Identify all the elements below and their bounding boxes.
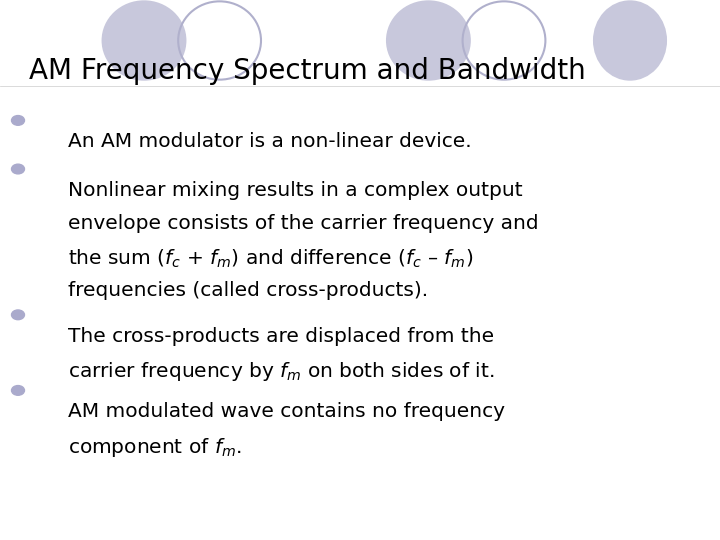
- Circle shape: [12, 116, 24, 125]
- Text: AM modulated wave contains no frequency: AM modulated wave contains no frequency: [68, 402, 505, 421]
- Text: the sum ($f_c$ + $f_m$) and difference ($f_c$ – $f_m$): the sum ($f_c$ + $f_m$) and difference (…: [68, 248, 474, 270]
- Ellipse shape: [387, 2, 469, 79]
- Text: Nonlinear mixing results in a complex output: Nonlinear mixing results in a complex ou…: [68, 181, 523, 200]
- Text: AM Frequency Spectrum and Bandwidth: AM Frequency Spectrum and Bandwidth: [29, 57, 585, 85]
- Text: The cross-products are displaced from the: The cross-products are displaced from th…: [68, 327, 495, 346]
- Text: An AM modulator is a non-linear device.: An AM modulator is a non-linear device.: [68, 132, 472, 151]
- Text: component of $f_m$.: component of $f_m$.: [68, 436, 242, 459]
- Ellipse shape: [594, 2, 666, 79]
- Circle shape: [12, 164, 24, 174]
- Circle shape: [12, 310, 24, 320]
- Text: frequencies (called cross-products).: frequencies (called cross-products).: [68, 281, 428, 300]
- Text: envelope consists of the carrier frequency and: envelope consists of the carrier frequen…: [68, 214, 539, 233]
- Text: carrier frequency by $f_m$ on both sides of it.: carrier frequency by $f_m$ on both sides…: [68, 360, 495, 383]
- Circle shape: [12, 386, 24, 395]
- Ellipse shape: [102, 2, 186, 79]
